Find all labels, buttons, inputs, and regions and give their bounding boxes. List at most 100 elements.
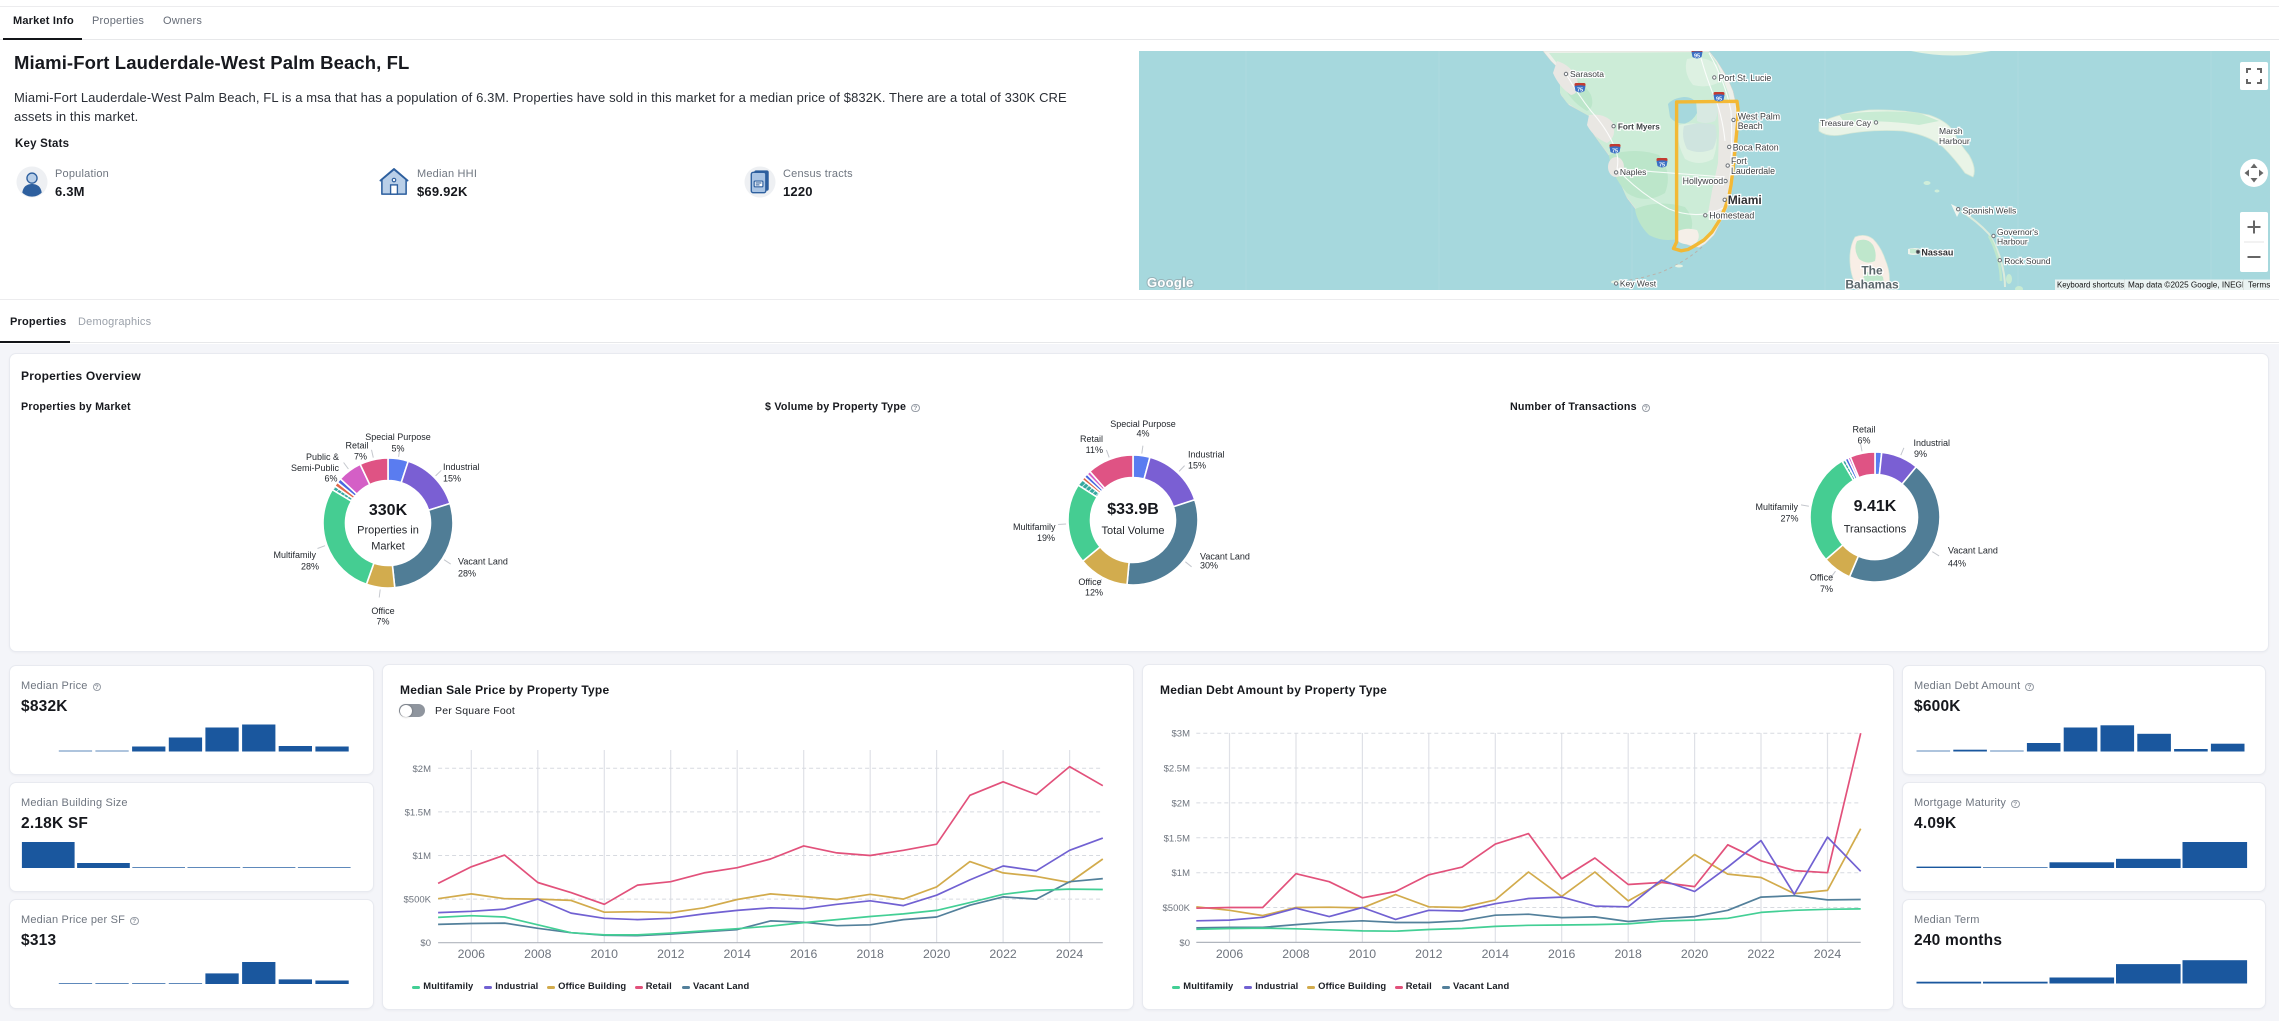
svg-text:2012: 2012	[657, 947, 685, 961]
svg-text:2014: 2014	[724, 947, 752, 961]
svg-text:$2M: $2M	[413, 764, 432, 775]
svg-text:2014: 2014	[1482, 947, 1510, 961]
svg-text:Retail: Retail	[345, 441, 368, 451]
svg-text:Multifamily: Multifamily	[1755, 502, 1798, 512]
svg-text:12%: 12%	[1085, 588, 1103, 598]
svg-text:2018: 2018	[856, 947, 884, 961]
svg-text:$2.5M: $2.5M	[1164, 764, 1190, 775]
svg-text:Boca Raton: Boca Raton	[1733, 142, 1779, 152]
svg-text:2012: 2012	[1415, 947, 1443, 961]
svg-text:2020: 2020	[923, 947, 951, 961]
svg-text:Special Purpose: Special Purpose	[1110, 419, 1176, 429]
svg-text:7%: 7%	[1820, 584, 1833, 594]
svg-text:4%: 4%	[1136, 429, 1149, 439]
svg-text:19%: 19%	[1037, 533, 1055, 543]
svg-text:Industrial: Industrial	[443, 462, 480, 472]
svg-text:Rock Sound: Rock Sound	[2004, 256, 2051, 266]
svg-text:2010: 2010	[591, 947, 619, 961]
svg-text:Vacant Land: Vacant Land	[1948, 546, 1998, 556]
svg-text:27%: 27%	[1780, 514, 1798, 524]
svg-text:9.41K: 9.41K	[1854, 498, 1897, 515]
svg-text:Semi-Public: Semi-Public	[291, 463, 340, 473]
svg-text:Google: Google	[1147, 275, 1194, 290]
svg-text:Nassau: Nassau	[1921, 248, 1953, 258]
svg-text:15%: 15%	[1188, 461, 1206, 471]
svg-text:Terms: Terms	[2248, 281, 2270, 290]
svg-text:Special Purpose: Special Purpose	[365, 432, 431, 442]
svg-text:Retail: Retail	[1852, 425, 1875, 435]
svg-text:6%: 6%	[1857, 436, 1870, 446]
svg-text:6%: 6%	[324, 474, 337, 484]
svg-text:2018: 2018	[1614, 947, 1642, 961]
svg-text:$3M: $3M	[1172, 729, 1191, 740]
svg-text:$500K: $500K	[1163, 903, 1191, 914]
svg-text:Naples: Naples	[1620, 167, 1646, 177]
svg-text:2016: 2016	[790, 947, 818, 961]
svg-text:Multifamily: Multifamily	[273, 550, 316, 560]
svg-text:5%: 5%	[391, 444, 404, 454]
svg-text:75: 75	[1612, 149, 1618, 155]
svg-text:Treasure Cay: Treasure Cay	[1820, 118, 1872, 128]
svg-text:Spanish Wells: Spanish Wells	[1963, 206, 2017, 216]
svg-text:Lauderdale: Lauderdale	[1731, 166, 1775, 176]
svg-text:$33.9B: $33.9B	[1107, 501, 1159, 518]
svg-text:Harbour: Harbour	[1939, 136, 1970, 146]
svg-text:$500K: $500K	[404, 895, 432, 906]
svg-text:Multifamily: Multifamily	[1013, 522, 1056, 532]
svg-text:Keyboard shortcuts: Keyboard shortcuts	[2057, 281, 2124, 290]
svg-text:$1.5M: $1.5M	[405, 807, 431, 818]
svg-text:Public &: Public &	[306, 452, 339, 462]
svg-text:Hollywood: Hollywood	[1683, 176, 1724, 186]
svg-text:Homestead: Homestead	[1709, 211, 1754, 221]
svg-text:Retail: Retail	[1080, 434, 1103, 444]
svg-text:2024: 2024	[1814, 947, 1842, 961]
svg-text:$1.5M: $1.5M	[1164, 833, 1190, 844]
svg-text:28%: 28%	[301, 562, 319, 572]
svg-text:Beach: Beach	[1738, 121, 1763, 131]
svg-text:2006: 2006	[458, 947, 486, 961]
svg-text:2022: 2022	[989, 947, 1017, 961]
svg-text:$0: $0	[1179, 938, 1190, 949]
svg-text:Industrial: Industrial	[1914, 438, 1951, 448]
svg-text:Office: Office	[1810, 573, 1833, 583]
svg-text:Bahamas: Bahamas	[1845, 278, 1899, 291]
svg-text:Vacant Land: Vacant Land	[458, 557, 508, 567]
svg-text:28%: 28%	[458, 569, 476, 579]
svg-text:11%: 11%	[1086, 445, 1103, 455]
svg-text:Office: Office	[1078, 577, 1101, 587]
svg-text:44%: 44%	[1948, 559, 1966, 569]
svg-text:2010: 2010	[1349, 947, 1377, 961]
svg-text:Sarasota: Sarasota	[1570, 69, 1604, 79]
svg-text:15%: 15%	[443, 474, 461, 484]
svg-text:330K: 330K	[369, 502, 408, 519]
svg-text:2008: 2008	[1282, 947, 1310, 961]
svg-text:2008: 2008	[524, 947, 552, 961]
svg-text:Market: Market	[371, 541, 405, 553]
svg-text:Vacant Land: Vacant Land	[1200, 552, 1250, 562]
svg-text:Map data ©2025 Google, INEGI: Map data ©2025 Google, INEGI	[2128, 281, 2244, 290]
svg-text:$2M: $2M	[1172, 798, 1191, 809]
svg-text:Marsh: Marsh	[1939, 126, 1963, 136]
svg-text:30%: 30%	[1200, 561, 1218, 571]
svg-text:95: 95	[1694, 54, 1700, 60]
svg-text:The: The	[1861, 264, 1883, 278]
svg-text:Office: Office	[371, 606, 394, 616]
svg-text:West Palm: West Palm	[1738, 112, 1780, 122]
svg-text:Transactions: Transactions	[1844, 524, 1907, 536]
svg-text:Properties in: Properties in	[357, 525, 419, 537]
svg-text:Fort Myers: Fort Myers	[1618, 123, 1660, 132]
svg-text:Industrial: Industrial	[1188, 450, 1225, 460]
svg-text:95: 95	[1716, 97, 1722, 103]
svg-text:7%: 7%	[376, 617, 389, 627]
svg-text:Total Volume: Total Volume	[1102, 525, 1165, 537]
svg-text:7%: 7%	[354, 452, 367, 462]
svg-text:Governor's: Governor's	[1997, 227, 2038, 237]
svg-text:75: 75	[1577, 88, 1583, 94]
svg-text:75: 75	[1659, 163, 1665, 169]
svg-text:2022: 2022	[1747, 947, 1775, 961]
svg-text:$0: $0	[420, 938, 431, 949]
svg-text:Fort: Fort	[1731, 156, 1747, 166]
svg-text:9%: 9%	[1914, 449, 1927, 459]
svg-text:$1M: $1M	[413, 851, 432, 862]
svg-text:2020: 2020	[1681, 947, 1709, 961]
